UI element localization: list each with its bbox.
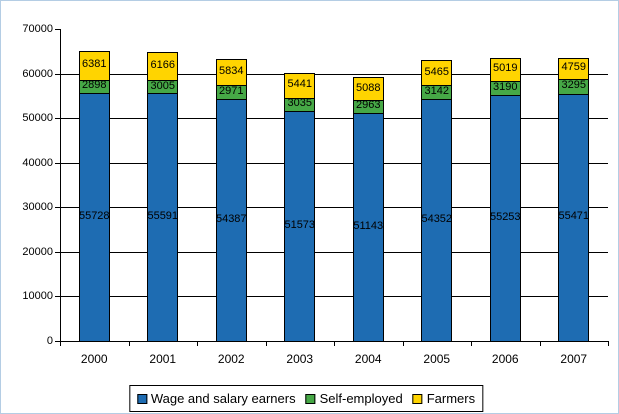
bar-value-label: 2898 <box>82 79 107 92</box>
y-axis-tick-label: 0 <box>46 335 53 347</box>
gridline <box>60 118 608 120</box>
bar-value-label: 5441 <box>287 78 312 91</box>
x-axis-tick <box>471 341 472 346</box>
x-axis-category-label: 2005 <box>423 352 451 366</box>
legend-label: Wage and salary earners <box>150 391 296 406</box>
bar-segment <box>489 94 521 342</box>
bar-value-label: 55471 <box>558 210 590 223</box>
bar-value-label: 5088 <box>356 81 381 94</box>
bar-value-label: 6381 <box>82 58 107 71</box>
bar-value-label: 5834 <box>219 65 244 78</box>
x-axis-category-label: 2002 <box>217 352 245 366</box>
x-axis-tick <box>197 341 198 346</box>
x-axis-category-label: 2000 <box>80 352 108 366</box>
y-axis-tick <box>55 73 60 75</box>
bar-value-label: 3005 <box>150 79 175 92</box>
bar-value-label: 3295 <box>561 79 586 92</box>
y-axis-tick <box>55 207 60 209</box>
legend-swatch <box>136 393 147 404</box>
legend-item: Self-employed <box>305 391 403 406</box>
bar-value-label: 55728 <box>78 209 110 222</box>
bar-value-label: 2971 <box>219 84 244 97</box>
gridline <box>60 73 608 75</box>
bar-value-label: 54352 <box>421 212 453 225</box>
x-axis-tick <box>402 341 404 346</box>
gridline <box>60 207 608 209</box>
x-axis-tick <box>265 341 267 346</box>
x-axis-tick <box>539 341 541 346</box>
y-axis-tick <box>55 296 60 298</box>
bar-value-label: 5019 <box>493 62 518 75</box>
legend-label: Farmers <box>426 391 476 406</box>
legend-item: Wage and salary earners <box>136 391 296 406</box>
legend-swatch <box>305 393 316 404</box>
y-axis-tick <box>55 341 60 342</box>
bar-value-label: 51143 <box>353 220 384 233</box>
legend-swatch <box>412 393 423 404</box>
bar-segment <box>489 58 521 82</box>
y-axis-tick <box>55 162 60 164</box>
bar-segment <box>558 57 590 81</box>
bar-value-label: 4759 <box>561 61 586 74</box>
x-axis-category-label: 2001 <box>149 352 177 366</box>
bar-value-label: 55253 <box>489 210 521 223</box>
legend: Wage and salary earners Self-employed Farm… <box>128 385 484 412</box>
x-axis-tick <box>608 341 609 346</box>
x-axis-category-label: 2007 <box>560 352 588 366</box>
x-axis-category-label: 2006 <box>491 352 519 366</box>
bar-segment <box>78 51 110 81</box>
y-axis-tick-label: 70000 <box>22 23 53 35</box>
y-axis-line <box>60 29 61 342</box>
y-axis-tick-label: 50000 <box>22 112 53 125</box>
bar-segment <box>147 93 179 342</box>
bar-value-label: 3142 <box>424 84 449 97</box>
bar-segment <box>352 113 384 342</box>
y-axis-tick-label: 20000 <box>22 245 53 258</box>
gridline <box>60 162 608 164</box>
x-axis-tick <box>60 341 61 346</box>
bar-segment <box>558 93 590 342</box>
x-axis-tick <box>128 341 130 346</box>
y-axis-tick <box>55 118 60 120</box>
y-axis-tick-label: 30000 <box>22 201 53 214</box>
gridline <box>60 251 608 253</box>
bar-segment <box>78 92 110 342</box>
bar-segment <box>421 98 453 342</box>
bar-segment <box>215 98 247 342</box>
y-axis-tick-label: 10000 <box>22 290 53 303</box>
x-axis-line <box>60 341 608 342</box>
bar-value-label: 6166 <box>150 59 175 72</box>
gridline <box>60 296 608 298</box>
bar-value-label: 3190 <box>493 80 518 93</box>
bar-segment <box>352 77 384 101</box>
legend-label: Self-employed <box>319 391 403 406</box>
bar-value-label: 5465 <box>424 65 449 78</box>
bar-segment <box>421 60 453 86</box>
y-axis-tick-label: 60000 <box>22 67 53 80</box>
bar-value-label: 51573 <box>284 219 316 232</box>
bar-segment <box>147 52 179 81</box>
bar-value-label: 55591 <box>147 210 179 223</box>
x-axis-category-label: 2004 <box>354 352 382 366</box>
bar-value-label: 54387 <box>215 212 247 225</box>
y-axis-tick <box>55 251 60 253</box>
x-axis-tick <box>334 341 335 346</box>
bar-value-label: 2963 <box>356 99 381 112</box>
legend-item: Farmers <box>412 391 476 406</box>
bar-value-label: 3035 <box>287 97 312 110</box>
bar-segment <box>284 111 316 342</box>
y-axis-tick <box>55 29 60 30</box>
y-axis-tick-label: 40000 <box>22 156 53 169</box>
x-axis-category-label: 2003 <box>286 352 314 366</box>
bar-segment <box>215 59 247 87</box>
bar-segment <box>284 73 316 99</box>
